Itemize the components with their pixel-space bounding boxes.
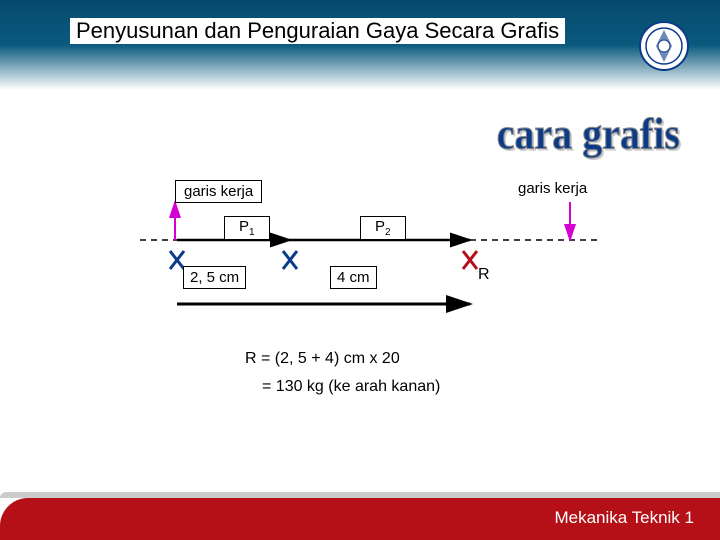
- slide-footer: Mekanika Teknik 1: [0, 482, 720, 540]
- garis-kerja-right-text: garis kerja: [518, 180, 587, 197]
- formula-line2: = 130 kg (ke arah kanan): [262, 378, 440, 396]
- p1-box: P1: [224, 216, 270, 240]
- p2-sub: 2: [385, 227, 391, 238]
- formula-line1: R = (2, 5 + 4) cm x 20: [245, 350, 400, 368]
- p1-sub: 1: [249, 227, 255, 238]
- len1-label: 2, 5 cm: [190, 269, 239, 286]
- p1-label: P: [239, 218, 249, 235]
- tutwuri-logo: [638, 20, 690, 72]
- footer-text: Mekanika Teknik 1: [554, 508, 694, 528]
- force-diagram: garis kerja garis kerja P1 P2 2, 5 cm 4 …: [0, 180, 720, 440]
- page-title: Penyusunan dan Penguraian Gaya Secara Gr…: [70, 18, 565, 44]
- r-label: R: [478, 266, 490, 284]
- garis-kerja-right-label: garis kerja: [518, 180, 587, 197]
- garis-kerja-left-box: garis kerja: [175, 180, 262, 203]
- p2-label: P: [375, 218, 385, 235]
- slide-header: Penyusunan dan Penguraian Gaya Secara Gr…: [0, 0, 720, 90]
- r-text: R: [478, 266, 490, 283]
- wordart-title: cara grafis: [497, 108, 680, 160]
- len2-label: 4 cm: [337, 269, 370, 286]
- p2-box: P2: [360, 216, 406, 240]
- garis-kerja-left-label: garis kerja: [184, 183, 253, 200]
- len1-box: 2, 5 cm: [183, 266, 246, 289]
- len2-box: 4 cm: [330, 266, 377, 289]
